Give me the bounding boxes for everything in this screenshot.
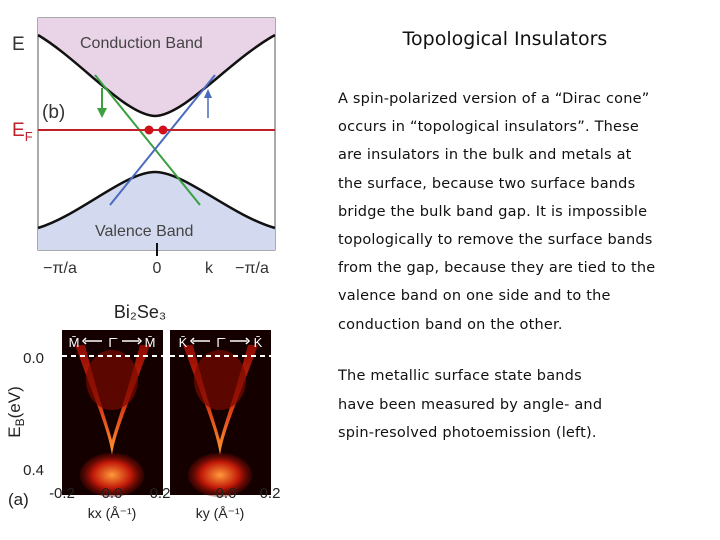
k-label: 0 xyxy=(153,260,162,277)
text-line: topologically to remove the surface band… xyxy=(338,232,653,248)
slide-title: Topological Insulators xyxy=(402,28,608,50)
k-point: M̄ xyxy=(69,335,80,350)
k-point: M̄ xyxy=(145,335,156,350)
text-line: have been measured by angle- and xyxy=(338,396,603,413)
k-label: k xyxy=(205,260,214,277)
axis-label: E xyxy=(12,34,25,55)
text-line: the surface, because two surface bands xyxy=(338,175,636,192)
text-line: bridge the bulk band gap. It is impossib… xyxy=(338,203,648,220)
text-line: spin-resolved photoemission (left). xyxy=(338,425,597,441)
band-label: Valence Band xyxy=(95,223,193,240)
figures: Conduction Band Valence Band E EF (b) −π… xyxy=(5,17,280,521)
arpes-figure: Bi₂Se₃ M̄ Γ̄ M̄ K̄ Γ̄ K̄ 0.0 0.4 EB( xyxy=(5,302,280,521)
k-point: K̄ xyxy=(179,335,188,350)
k-point: Γ̄ xyxy=(216,335,225,350)
x-tick-label: 0.2 xyxy=(260,485,281,502)
x-tick-label: 0.2 xyxy=(150,485,171,502)
text-line: The metallic surface state bands xyxy=(338,368,582,384)
text-line: are insulators in the bulk and metals at xyxy=(338,147,632,164)
k-point: K̄ xyxy=(254,335,263,350)
material-label: Bi₂Se₃ xyxy=(114,302,166,322)
band-label: Conduction Band xyxy=(80,35,203,52)
band-diagram: Conduction Band Valence Band E EF (b) −π… xyxy=(12,17,276,277)
fermi-label: EF xyxy=(12,120,33,144)
k-point: Γ̄ xyxy=(108,335,117,350)
x-tick-label: 0.0 xyxy=(216,485,237,502)
text-line: occurs in “topological insulators”. Thes… xyxy=(338,119,640,136)
y-tick-label: 0.4 xyxy=(23,462,44,479)
text-line: A spin-polarized version of a “Dirac con… xyxy=(338,91,650,107)
x-axis-label: kx (Å⁻¹) xyxy=(88,505,137,521)
k-label: −π/a xyxy=(43,260,77,277)
text-line: from the gap, because they are tied to t… xyxy=(338,260,656,277)
x-axis-label: ky (Å⁻¹) xyxy=(196,505,245,521)
k-label: −π/a xyxy=(235,260,269,277)
text-line: conduction band on the other. xyxy=(338,316,563,333)
y-tick-label: 0.0 xyxy=(23,350,44,367)
text-line: valence band on one side and to the xyxy=(338,288,611,305)
x-tick-label: 0.0 xyxy=(102,485,123,502)
panel-label: (a) xyxy=(8,490,29,509)
y-axis-label: EB(eV) xyxy=(5,386,27,437)
panel-label: (b) xyxy=(42,102,65,123)
x-tick-label: -0.2 xyxy=(49,485,75,502)
